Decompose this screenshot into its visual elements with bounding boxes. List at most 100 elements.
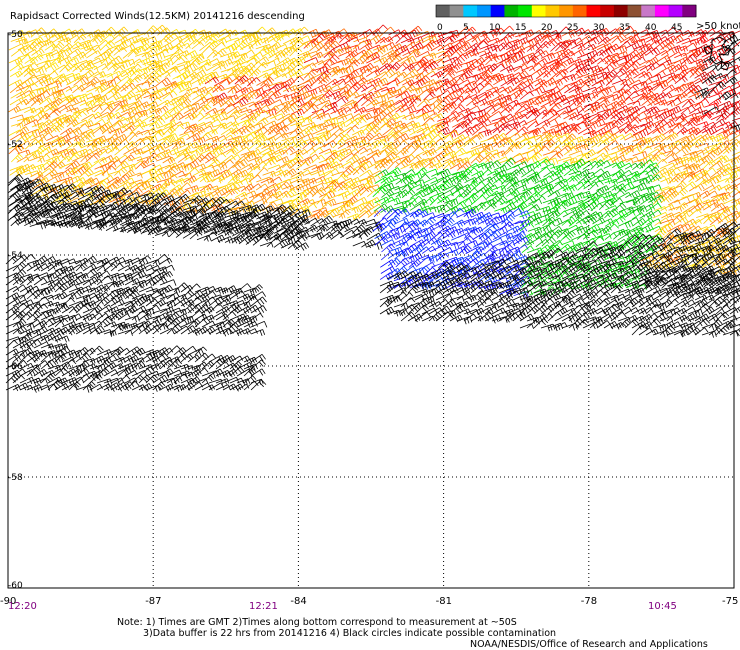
wind-barb bbox=[170, 121, 184, 129]
wind-barb bbox=[548, 57, 563, 66]
wind-barb bbox=[701, 150, 718, 162]
wind-barb bbox=[72, 51, 87, 60]
wind-barb bbox=[136, 101, 150, 110]
wind-barb bbox=[437, 159, 455, 169]
wind-barb bbox=[218, 58, 234, 67]
wind-barb bbox=[407, 122, 421, 130]
wind-barb bbox=[409, 160, 424, 169]
wind-barb bbox=[680, 209, 694, 219]
legend-tick-label: 35 bbox=[619, 23, 630, 33]
wind-barb bbox=[344, 77, 357, 86]
wind-barb bbox=[101, 165, 117, 176]
wind-barb bbox=[520, 110, 536, 120]
wind-barb bbox=[575, 83, 591, 93]
wind-barb bbox=[162, 133, 179, 142]
wind-barb bbox=[450, 124, 464, 134]
wind-barb bbox=[100, 100, 116, 109]
y-tick-label: -56 bbox=[8, 362, 23, 372]
wind-barb bbox=[233, 41, 248, 51]
wind-barb bbox=[68, 368, 83, 377]
wind-barb bbox=[192, 136, 206, 144]
wind-barb bbox=[716, 155, 730, 163]
wind-barb bbox=[730, 91, 740, 99]
wind-barb bbox=[484, 245, 499, 255]
wind-barb bbox=[255, 46, 270, 57]
wind-barb bbox=[688, 50, 702, 58]
wind-barb bbox=[646, 142, 663, 150]
wind-barb bbox=[520, 52, 537, 62]
wind-barb bbox=[666, 311, 681, 322]
wind-barb bbox=[65, 97, 79, 106]
wind-barb bbox=[491, 105, 507, 115]
wind-barb bbox=[94, 111, 112, 119]
wind-barb bbox=[64, 148, 78, 156]
wind-barb bbox=[681, 54, 698, 65]
wind-barb bbox=[32, 145, 47, 156]
wind-barb bbox=[106, 55, 124, 66]
wind-barb bbox=[661, 142, 677, 151]
wind-barb bbox=[250, 329, 266, 336]
wind-barb bbox=[337, 181, 354, 192]
wind-barb bbox=[226, 94, 239, 101]
wind-barb bbox=[521, 38, 538, 47]
wind-barb bbox=[129, 74, 143, 84]
wind-barb bbox=[106, 179, 122, 190]
wind-barb bbox=[666, 190, 680, 198]
wind-barb bbox=[724, 157, 739, 166]
wind-barb bbox=[316, 42, 333, 52]
wind-barb bbox=[269, 141, 283, 150]
wind-barb bbox=[199, 45, 214, 57]
wind-barb bbox=[142, 147, 156, 155]
wind-barb bbox=[311, 108, 325, 115]
wind-barb bbox=[346, 233, 363, 240]
wind-barb bbox=[374, 236, 389, 246]
wind-barb bbox=[302, 51, 319, 58]
wind-barb bbox=[388, 71, 402, 79]
wind-barb bbox=[206, 169, 221, 177]
wind-barb bbox=[619, 113, 635, 123]
wind-barb bbox=[345, 117, 362, 128]
wind-barb bbox=[276, 100, 292, 109]
wind-barb bbox=[45, 104, 59, 113]
wind-barb bbox=[373, 103, 388, 114]
wind-barb bbox=[316, 102, 333, 114]
wind-barb bbox=[337, 140, 354, 150]
wind-barb bbox=[191, 69, 207, 79]
wind-barb bbox=[79, 148, 94, 157]
wind-barb bbox=[667, 97, 682, 106]
wind-barb bbox=[477, 82, 494, 93]
wind-barb bbox=[451, 77, 464, 87]
wind-barb bbox=[415, 30, 431, 37]
wind-barb bbox=[479, 169, 493, 178]
wind-barb bbox=[303, 38, 319, 49]
wind-barb bbox=[235, 112, 249, 120]
wind-barb bbox=[638, 71, 653, 79]
wind-barb bbox=[466, 152, 481, 162]
wind-barb bbox=[661, 64, 677, 74]
wind-barb bbox=[731, 198, 740, 205]
wind-barb bbox=[159, 257, 173, 265]
wind-barb bbox=[522, 118, 539, 126]
wind-barb bbox=[283, 45, 298, 53]
wind-barb bbox=[394, 44, 409, 53]
wind-barb bbox=[43, 169, 59, 179]
wind-barb bbox=[121, 36, 139, 46]
wind-barb bbox=[526, 173, 541, 183]
wind-barb bbox=[680, 133, 697, 143]
wind-barb bbox=[332, 42, 350, 52]
wind-barb bbox=[248, 68, 262, 78]
wind-barb bbox=[400, 162, 418, 171]
wind-barb bbox=[725, 121, 739, 129]
wind-barb bbox=[689, 67, 704, 78]
wind-barb bbox=[520, 163, 535, 172]
wind-barb bbox=[73, 148, 89, 157]
wind-barb bbox=[730, 30, 740, 36]
wind-barb bbox=[409, 86, 423, 95]
wind-barb bbox=[492, 132, 508, 142]
wind-barb bbox=[58, 191, 73, 199]
wind-barb bbox=[25, 97, 39, 106]
wind-barb bbox=[191, 154, 206, 164]
wind-barb bbox=[695, 90, 711, 100]
wind-barb bbox=[500, 157, 516, 169]
wind-barb bbox=[330, 107, 348, 117]
